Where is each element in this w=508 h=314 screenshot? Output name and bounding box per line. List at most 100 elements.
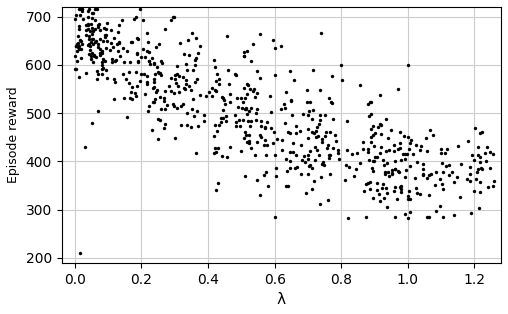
Point xyxy=(241,129,249,134)
Point xyxy=(226,144,234,149)
Point xyxy=(89,59,97,64)
Point xyxy=(98,66,106,71)
Point xyxy=(476,189,484,194)
Point xyxy=(188,31,197,36)
Point xyxy=(77,7,85,12)
Point xyxy=(241,173,249,178)
Point xyxy=(475,160,484,165)
Point xyxy=(101,35,109,40)
Point xyxy=(188,68,197,73)
Point xyxy=(245,140,253,145)
Point xyxy=(246,123,254,128)
Point xyxy=(470,188,479,193)
Point xyxy=(94,108,102,113)
Point xyxy=(208,85,216,90)
Point xyxy=(360,189,368,194)
Point xyxy=(422,136,430,141)
Point xyxy=(209,133,217,138)
Point xyxy=(183,111,191,116)
Point xyxy=(286,158,294,163)
Point xyxy=(404,215,412,220)
Point xyxy=(98,48,106,53)
Point xyxy=(463,176,471,181)
Point xyxy=(148,100,156,105)
Point xyxy=(174,83,182,88)
Point xyxy=(420,166,428,171)
Point xyxy=(369,133,377,138)
Point xyxy=(341,162,350,167)
Point xyxy=(149,85,157,90)
Point xyxy=(75,24,83,29)
Point xyxy=(253,140,261,145)
Point xyxy=(293,165,301,170)
Point xyxy=(408,151,417,156)
Point xyxy=(431,182,439,187)
Point xyxy=(395,169,403,174)
Point xyxy=(183,123,191,128)
Point xyxy=(393,197,401,202)
Point xyxy=(189,97,197,102)
Point xyxy=(290,141,298,146)
Point xyxy=(102,32,110,37)
Point xyxy=(374,125,383,130)
Point xyxy=(85,52,93,57)
Point xyxy=(262,169,270,174)
Point xyxy=(139,46,147,51)
Point xyxy=(175,90,183,95)
Point xyxy=(484,185,492,190)
Point xyxy=(356,160,364,165)
Point xyxy=(356,82,364,87)
Point xyxy=(399,152,407,157)
Point xyxy=(242,132,250,137)
Point xyxy=(231,72,239,77)
Point xyxy=(261,124,269,129)
Point xyxy=(288,113,296,118)
Point xyxy=(98,72,106,77)
Point xyxy=(205,90,213,95)
Point xyxy=(309,178,318,183)
Point xyxy=(167,18,175,23)
Point xyxy=(160,96,168,101)
Point xyxy=(224,68,232,73)
Point xyxy=(281,121,289,126)
Point xyxy=(88,50,96,55)
Point xyxy=(284,184,292,189)
Point xyxy=(286,68,294,73)
Point xyxy=(114,30,122,35)
Point xyxy=(210,151,218,156)
Point xyxy=(328,74,336,79)
Point xyxy=(277,147,285,152)
Point xyxy=(151,89,160,94)
Point xyxy=(317,31,325,36)
Point xyxy=(134,59,142,64)
Point xyxy=(76,12,84,17)
Point xyxy=(130,17,138,22)
Point xyxy=(194,124,202,129)
Point xyxy=(445,172,453,177)
Point xyxy=(321,134,329,139)
Point xyxy=(171,73,179,78)
Point xyxy=(342,118,351,123)
Point xyxy=(315,153,323,158)
Point xyxy=(264,183,272,188)
Point xyxy=(176,41,184,46)
Point xyxy=(145,49,153,54)
Point xyxy=(223,33,231,38)
Point xyxy=(277,43,285,48)
Point xyxy=(396,140,404,145)
Point xyxy=(370,143,378,148)
Point xyxy=(483,144,491,149)
Point xyxy=(210,57,218,62)
Point xyxy=(211,88,219,93)
Point xyxy=(306,148,314,153)
Point xyxy=(72,43,80,48)
Point xyxy=(329,146,337,151)
Point xyxy=(143,82,151,87)
Point xyxy=(74,41,82,46)
Point xyxy=(140,71,148,76)
Point xyxy=(93,7,102,12)
Point xyxy=(85,7,93,12)
Point xyxy=(84,26,92,31)
Point xyxy=(143,74,151,79)
Point xyxy=(154,69,163,74)
